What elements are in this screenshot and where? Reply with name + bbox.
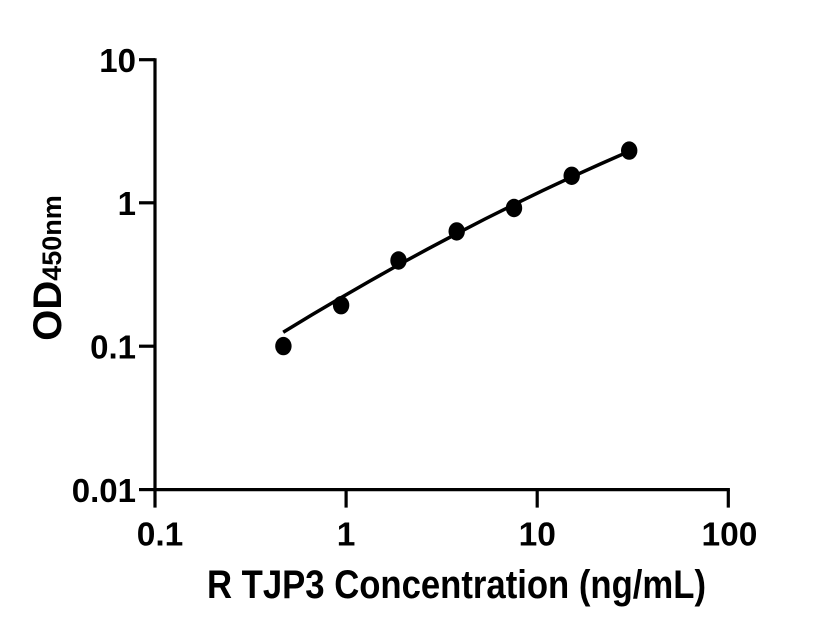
svg-text:10: 10 [99, 42, 136, 79]
svg-text:100: 100 [702, 517, 758, 554]
svg-text:OD450nm: OD450nm [26, 195, 70, 341]
svg-text:R TJP3 Concentration (ng/mL): R TJP3 Concentration (ng/mL) [207, 563, 706, 607]
svg-text:10: 10 [519, 517, 556, 554]
svg-text:0.01: 0.01 [72, 472, 136, 509]
svg-text:1: 1 [118, 185, 136, 222]
svg-text:0.1: 0.1 [90, 329, 136, 366]
svg-text:0.1: 0.1 [137, 517, 184, 554]
svg-text:1: 1 [337, 517, 356, 554]
